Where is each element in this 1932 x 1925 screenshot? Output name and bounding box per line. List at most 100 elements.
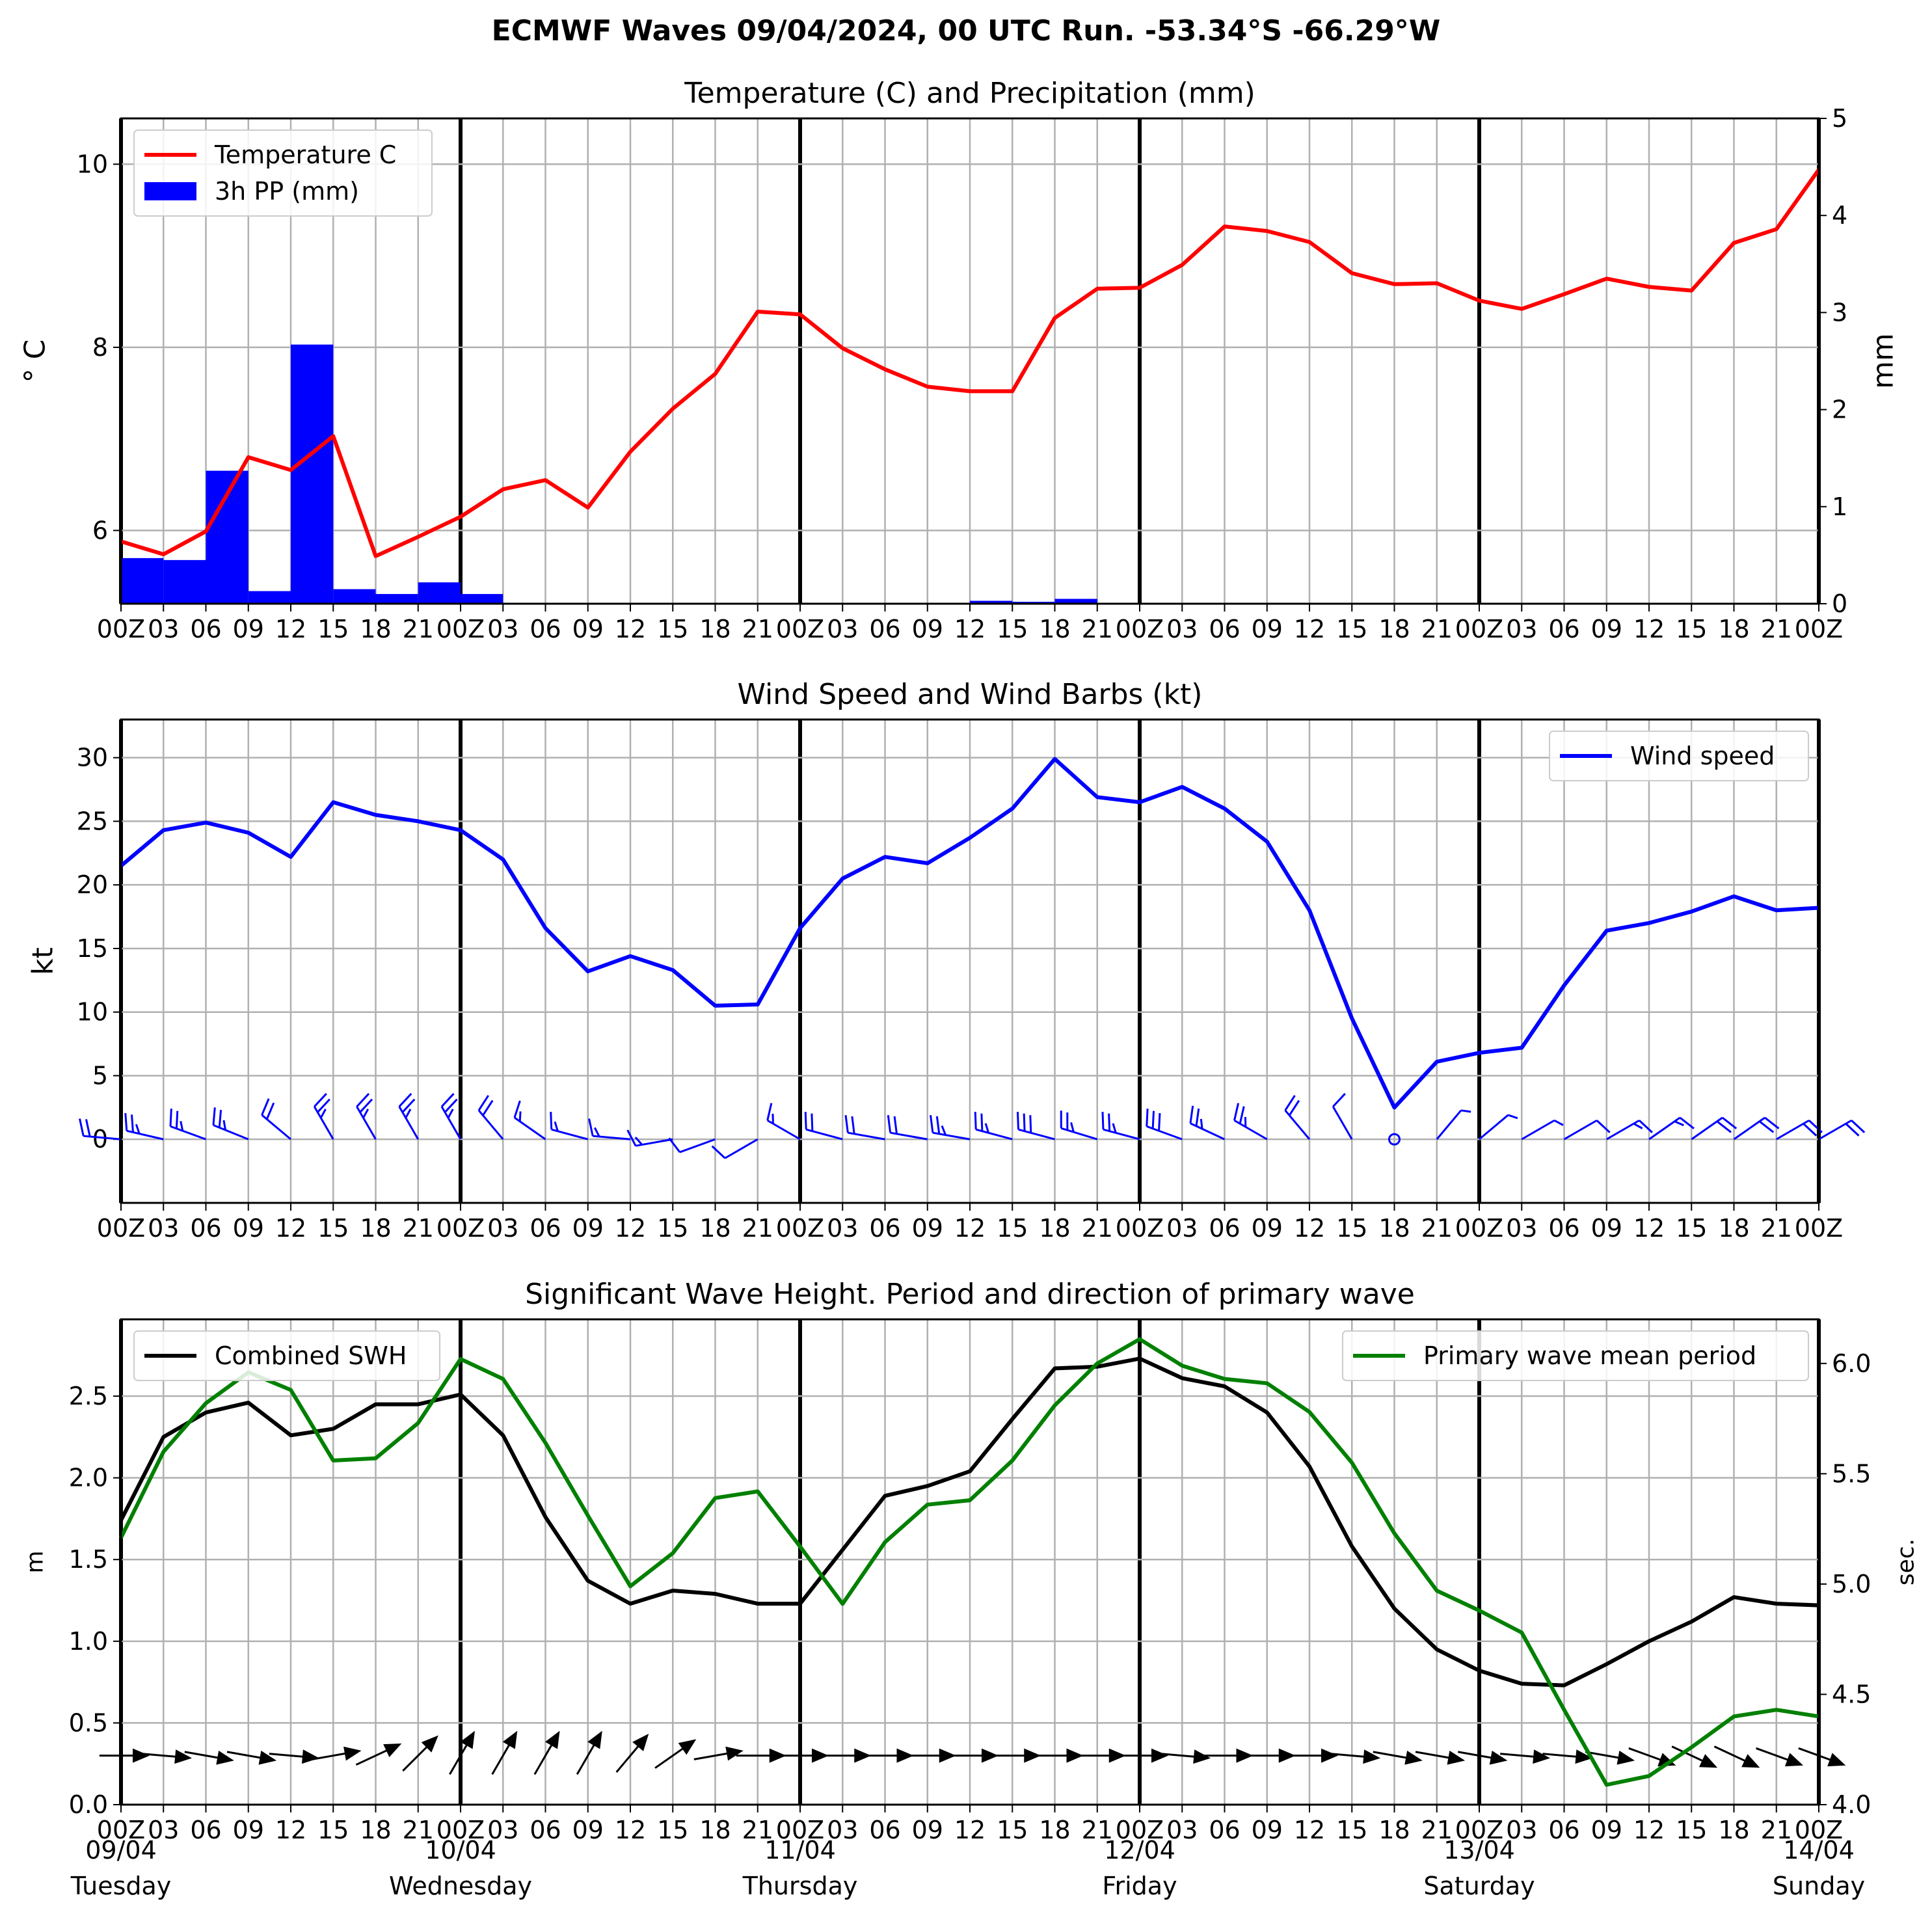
legend-label: 3h PP (mm) [215,177,359,206]
x-tick-label: 15 [1676,1214,1707,1243]
x-tick-label: 18 [1718,1816,1749,1844]
wind-barb [1285,1096,1309,1139]
wind-barb-staff [1437,1111,1461,1139]
wind-barb-staff [725,1139,758,1158]
x-tick-label: 09 [1252,615,1283,643]
wind-barb [1479,1115,1518,1139]
x-tick-label: 18 [360,1214,391,1243]
wave-direction-arrow [1458,1751,1507,1765]
wind-barb-staff [1522,1120,1554,1139]
wind-barb-flag [937,1116,939,1134]
panel-title: Wind Speed and Wind Barbs (kt) [738,678,1203,711]
y-axis-label: ° C [19,340,52,383]
x-tick-label: 18 [699,1816,731,1844]
wind-barb-flag [132,1114,133,1132]
wave-direction-arrow [1799,1748,1846,1766]
x-tick-label: 09 [912,615,943,643]
y-tick-label: 0.0 [69,1790,108,1819]
x-tick-label: 12 [615,1214,646,1243]
wind-barb-flag [1554,1120,1563,1125]
x-tick-label: 09 [233,1816,264,1844]
x-tick-label: 12 [615,1816,646,1844]
x-tick-label: 21 [1761,1214,1792,1243]
wave-direction-arrow [694,1747,744,1761]
panel-title: Temperature (C) and Precipitation (mm) [684,77,1255,110]
arrow-head [1363,1749,1380,1764]
wind-barb [170,1109,206,1139]
wind-barb-flag [628,1130,636,1146]
x-tick-label: 03 [148,615,179,643]
wind-barb [1147,1109,1183,1139]
y-right-tick-label: 5 [1832,104,1847,133]
wind-barb-flag [712,1146,725,1159]
wind-barb [669,1138,716,1152]
wind-barb-flag [636,1137,642,1144]
x-tick-label: 06 [1209,1816,1240,1844]
wind-barb [589,1119,630,1140]
legend: Combined SWH [134,1331,440,1380]
wind-barb-flag [321,1109,325,1118]
x-tick-label: 21 [1082,615,1113,643]
wave-direction-arrow [1330,1749,1380,1764]
x-tick-label: 09 [1252,1214,1283,1243]
x-tick-label: 09 [233,615,264,643]
arrow-shaft [269,1754,308,1757]
y-tick-label: 5 [92,1061,108,1090]
x-tick-label: 15 [657,1816,688,1844]
x-tick-label: 18 [1039,1214,1070,1243]
arrow-shaft [1500,1754,1538,1757]
x-tick-label: 00Z [1116,1214,1164,1243]
day-name-label: Sunday [1773,1872,1865,1900]
x-tick-label: 18 [1378,1214,1410,1243]
y-tick-label: 15 [77,934,108,963]
wind-barb-flag [1024,1114,1025,1131]
wave-direction-arrow [1714,1747,1760,1768]
wind-barb [442,1094,461,1139]
wind-barb [805,1112,842,1139]
wind-barb-flag [852,1116,854,1134]
x-tick-label: 15 [317,1816,349,1844]
y-tick-label: 0.5 [69,1708,108,1737]
wind-barb-flag [846,1115,848,1133]
x-tick-label: 15 [657,615,688,643]
x-tick-label: 03 [148,1214,179,1243]
wind-barb [846,1115,885,1139]
x-tick-label: 03 [487,615,518,643]
x-tick-label: 06 [869,615,900,643]
arrow-head [1490,1751,1508,1765]
wind-barb [399,1094,418,1139]
wind-barb [1017,1112,1054,1139]
x-tick-label: 21 [403,615,434,643]
precip-bar [376,594,418,604]
x-tick-label: 18 [1378,1816,1410,1844]
x-tick-label: 12 [954,615,986,643]
arrow-shaft [655,1746,686,1768]
precip-bar [163,560,206,604]
x-tick-label: 06 [190,1816,221,1844]
x-tick-label: 03 [1506,615,1537,643]
y-right-tick-label: 1 [1832,492,1847,521]
wave-direction-arrow [535,1731,560,1775]
arrow-shaft [1542,1754,1581,1757]
x-tick-label: 12 [1633,1214,1665,1243]
wave-direction-arrow [1756,1748,1804,1766]
y-right-tick-label: 5.0 [1832,1570,1871,1598]
x-tick-label: 15 [1676,615,1707,643]
wind-barb-flag [86,1119,90,1137]
arrow-shaft [1756,1748,1793,1761]
y-tick-label: 10 [77,150,108,178]
wind-barb-flag [1030,1115,1031,1133]
suptitle: ECMWF Waves 09/04/2024, 00 UTC Run. -53.… [492,14,1441,47]
wind-barb-flag [262,1099,269,1115]
panel-title: Significant Wave Height. Period and dire… [525,1278,1415,1311]
arrow-shaft [312,1753,350,1759]
y-tick-label: 2.0 [69,1464,108,1492]
y-tick-label: 20 [77,870,108,899]
x-tick-label: 21 [742,615,773,643]
wind-barb-staff [680,1139,716,1152]
x-tick-label: 06 [869,1816,900,1844]
x-tick-label: 12 [275,1214,306,1243]
